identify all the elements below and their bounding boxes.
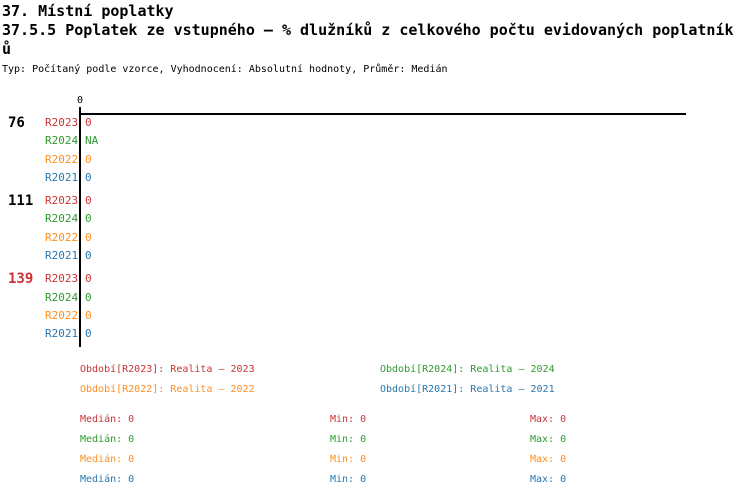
stat-max: Max: 0 [530, 454, 567, 465]
series-row: R2021 0 [0, 325, 320, 343]
legend: Období[R2023]: Realita – 2023 Období[R20… [0, 360, 750, 400]
series-value: 0 [85, 327, 92, 341]
legend-row: Období[R2023]: Realita – 2023 Období[R20… [0, 360, 750, 380]
series-value: 0 [85, 170, 92, 184]
series-row: R2022 0 [0, 307, 320, 325]
x-axis-tick-label: 0 [76, 95, 84, 106]
stat-median: Medián: 0 [80, 474, 135, 485]
series-value: 0 [85, 152, 92, 166]
stat-median: Medián: 0 [80, 434, 135, 445]
legend-item-r2021: Období[R2021]: Realita – 2021 [380, 384, 555, 395]
series-label: R2024 [45, 134, 79, 148]
series-value: 0 [85, 249, 92, 263]
legend-row: Období[R2022]: Realita – 2022 Období[R20… [0, 380, 750, 400]
chart-rows: 76 R2023 0 R2024 NA R2022 0 R2021 0 111 … [0, 114, 320, 349]
stat-min: Min: 0 [330, 434, 367, 445]
series-value: 0 [85, 194, 92, 208]
legend-item-r2022: Období[R2022]: Realita – 2022 [80, 384, 255, 395]
y-axis-line [79, 107, 81, 347]
series-row: R2021 0 [0, 247, 320, 265]
series-value: 0 [85, 290, 92, 304]
series-label: R2021 [45, 249, 79, 263]
stat-max: Max: 0 [530, 434, 567, 445]
chart-meta-line: Typ: Počítaný podle vzorce, Vyhodnocení:… [2, 64, 448, 75]
stat-min: Min: 0 [330, 414, 367, 425]
series-value: 0 [85, 272, 92, 286]
x-axis-line [79, 113, 686, 115]
group-111: 111 R2023 0 R2024 0 R2022 0 R2021 0 [0, 192, 320, 265]
page-title: 37. Místní poplatky [2, 2, 174, 20]
series-label: R2023 [45, 194, 79, 208]
legend-item-r2023: Období[R2023]: Realita – 2023 [80, 364, 255, 375]
stat-median: Medián: 0 [80, 414, 135, 425]
series-row: 139 R2023 0 [0, 270, 320, 288]
series-row: R2021 0 [0, 169, 320, 187]
series-label: R2023 [45, 272, 79, 286]
series-label: R2021 [45, 170, 79, 184]
stats-row: Medián: 0 Min: 0 Max: 0 [0, 430, 750, 450]
series-label: R2024 [45, 290, 79, 304]
stat-min: Min: 0 [330, 474, 367, 485]
series-label: R2022 [45, 152, 79, 166]
group-id-label: 111 [8, 193, 34, 210]
series-value: 0 [85, 212, 92, 226]
series-value: 0 [85, 308, 92, 322]
series-label: R2022 [45, 308, 79, 322]
page-subtitle: 37.5.5 Poplatek ze vstupného – % dlužník… [2, 21, 734, 58]
group-id-label: 139 [8, 271, 34, 288]
series-value: NA [85, 134, 99, 148]
series-label: R2021 [45, 327, 79, 341]
series-row: R2024 0 [0, 289, 320, 307]
series-label: R2023 [45, 116, 79, 129]
stat-max: Max: 0 [530, 414, 567, 425]
group-id-label: 76 [8, 115, 25, 131]
stat-min: Min: 0 [330, 454, 367, 465]
legend-item-r2024: Období[R2024]: Realita – 2024 [380, 364, 555, 375]
series-value: 0 [85, 230, 92, 244]
series-row: 111 R2023 0 [0, 192, 320, 210]
series-label: R2024 [45, 212, 79, 226]
stats-row: Medián: 0 Min: 0 Max: 0 [0, 450, 750, 470]
stat-max: Max: 0 [530, 474, 567, 485]
stats-panel: Medián: 0 Min: 0 Max: 0 Medián: 0 Min: 0… [0, 410, 750, 490]
series-value: 0 [85, 116, 92, 129]
series-row: R2022 0 [0, 151, 320, 169]
stat-median: Medián: 0 [80, 454, 135, 465]
stats-row: Medián: 0 Min: 0 Max: 0 [0, 470, 750, 490]
group-76: 76 R2023 0 R2024 NA R2022 0 R2021 0 [0, 114, 320, 187]
series-label: R2022 [45, 230, 79, 244]
series-row: R2022 0 [0, 229, 320, 247]
stats-row: Medián: 0 Min: 0 Max: 0 [0, 410, 750, 430]
series-row: 76 R2023 0 [0, 114, 320, 132]
group-139: 139 R2023 0 R2024 0 R2022 0 R2021 0 [0, 270, 320, 343]
series-row: R2024 NA [0, 132, 320, 150]
series-row: R2024 0 [0, 210, 320, 228]
